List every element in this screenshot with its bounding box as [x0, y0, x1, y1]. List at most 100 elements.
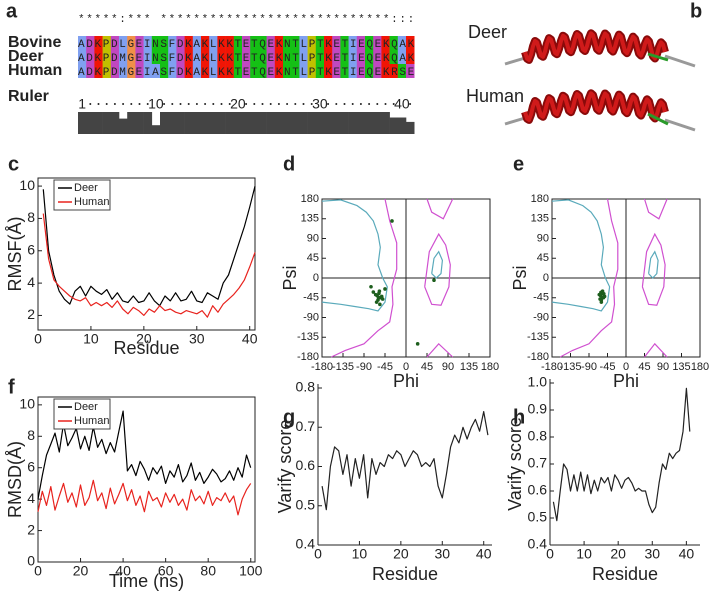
residue-cell [250, 50, 259, 64]
helix-highlight [523, 91, 667, 122]
ruler-dot [261, 103, 264, 105]
helix-end [647, 112, 669, 126]
residue-cell [102, 50, 112, 64]
x-tick-label: -135 [559, 361, 581, 373]
y-tick-label: -180 [527, 351, 549, 363]
ribbon-tail [504, 116, 696, 132]
residue-cell [266, 50, 276, 64]
structure-label: Human [466, 86, 524, 106]
y-tick-label: 90 [307, 232, 319, 244]
residue-cell [209, 36, 218, 50]
sequence: ADKPDMGEIASFDKAKLKKTETQEKNTLPTKETIEQEKRS… [78, 67, 415, 79]
y-tick-label: 180 [531, 193, 549, 205]
y-tick-label: 45 [537, 252, 549, 264]
y-tick-label: 135 [301, 213, 319, 225]
residue-cell [233, 36, 243, 50]
residue-cell [119, 36, 128, 50]
residue-cell [332, 64, 341, 78]
residue-cell [332, 50, 341, 64]
structure-label: Deer [468, 22, 507, 42]
conservation-bar [168, 112, 177, 134]
residue-cell [119, 64, 128, 78]
residue-cell [201, 64, 210, 78]
x-tick-label: 60 [158, 563, 174, 579]
y-tick-label: 6 [27, 241, 35, 257]
ruler-dot [97, 103, 100, 105]
ruler-tick: 20 [230, 96, 246, 112]
residue-cell [127, 50, 136, 64]
y-tick-label: 45 [307, 252, 319, 264]
y-axis-label: RMSF(Å) [5, 217, 25, 292]
residue-cell [242, 50, 251, 64]
residue-cell [209, 50, 218, 64]
ruler-dot [368, 103, 371, 105]
x-axis-label: Residue [113, 338, 179, 358]
conservation-bar [266, 112, 276, 134]
residue-cell [356, 50, 366, 64]
residue-cell [192, 50, 202, 64]
helix-highlight [523, 31, 667, 62]
residue-cell [176, 50, 185, 64]
x-tick-label: 10 [83, 331, 99, 347]
row-label: Human [8, 62, 62, 79]
x-tick-label: 180 [481, 361, 499, 373]
conservation-bar [299, 112, 308, 134]
x-tick-label: 0 [403, 361, 409, 373]
residue-cell [127, 64, 136, 78]
point [383, 287, 387, 291]
residue-cell [151, 64, 161, 78]
panel-letter: d [283, 153, 295, 175]
conservation-bar [201, 112, 210, 134]
ruler-dot [343, 103, 346, 105]
residue-cell [143, 36, 153, 50]
y-tick-label: 180 [301, 193, 319, 205]
ruler-dot [351, 103, 354, 105]
residue-cell [307, 64, 317, 78]
y-tick-label: 0.6 [528, 482, 548, 498]
residue-cell [233, 50, 243, 64]
ruler-dot [327, 103, 330, 105]
data-line [321, 411, 489, 511]
ruler-dot [384, 103, 387, 105]
y-tick-label: 0 [313, 272, 319, 284]
residue-cell [86, 64, 95, 78]
ruler-dot [228, 103, 231, 105]
residue-cell [381, 36, 390, 50]
conservation-bar [242, 112, 251, 134]
contour [644, 342, 668, 358]
x-tick-label: 10 [576, 546, 592, 562]
ruler-dot [163, 103, 166, 105]
contour [559, 198, 619, 358]
residue-cell [315, 50, 325, 64]
residue-cell [78, 64, 87, 78]
point [376, 295, 381, 300]
residue-cell [217, 64, 226, 78]
residue-cell [258, 50, 267, 64]
residue-cell [86, 50, 95, 64]
contour [426, 198, 454, 220]
x-tick-label: 40 [476, 546, 492, 562]
x-tick-label: -45 [600, 361, 616, 373]
y-tick-label: 8 [27, 427, 35, 443]
residue-cell [201, 36, 210, 50]
residue-cell [299, 64, 308, 78]
residue-cell [160, 36, 169, 50]
y-tick-label: 2 [27, 521, 35, 537]
ruler-dot [277, 103, 280, 105]
residue-cell [151, 50, 161, 64]
residue-cell [127, 36, 136, 50]
x-tick-label: 30 [434, 546, 450, 562]
ruler-tick: 30 [312, 96, 328, 112]
residue-cell [135, 36, 144, 50]
conservation-bar [291, 112, 300, 134]
residue-cell [340, 64, 349, 78]
residue-cell [242, 64, 251, 78]
y-tick-label: 0 [27, 553, 35, 569]
residue-cell [94, 36, 103, 50]
x-tick-label: 20 [393, 546, 409, 562]
residue-cell [266, 36, 276, 50]
residue-cell [102, 36, 112, 50]
conservation-bar [340, 112, 349, 134]
residue-cell [217, 36, 226, 50]
